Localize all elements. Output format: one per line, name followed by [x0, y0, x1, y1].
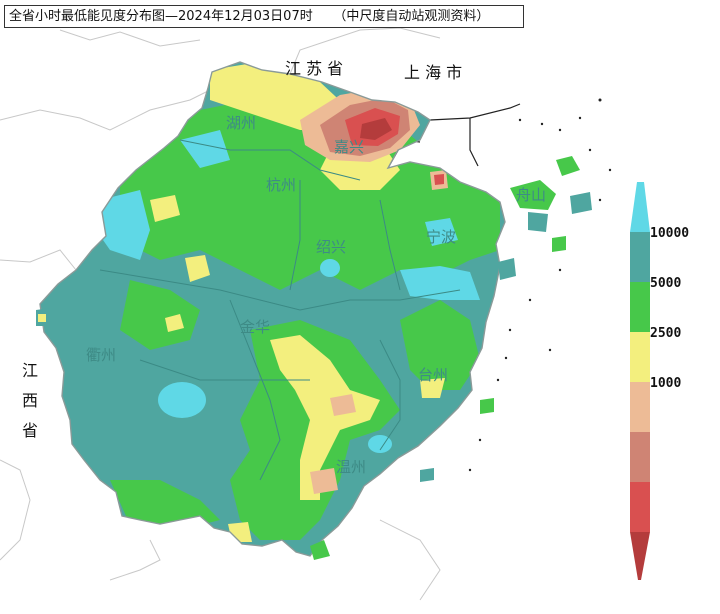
fill-yellow-spot1 [150, 195, 180, 222]
legend-swatch-50-200 [630, 482, 650, 532]
fill-cyan-ningbo [425, 218, 458, 246]
fill-cyan-small [320, 259, 340, 277]
city-labels: 湖州 嘉兴 杭州 绍兴 宁波 舟山 衢州 金华 台州 温州 [86, 114, 546, 476]
legend-label-10000: 10000 [650, 226, 689, 241]
fill-green-west [120, 280, 200, 350]
legend-label-5000: 5000 [650, 276, 681, 291]
city-label-zhoushan: 舟山 [516, 186, 546, 204]
legend-swatch-2500-5000 [630, 282, 650, 332]
islands [36, 156, 592, 560]
legend-swatch-1000-2500 [630, 332, 650, 382]
legend-swatch-5000-10000 [630, 232, 650, 282]
fill-yellow-spot2 [185, 255, 210, 282]
city-label-jiaxing: 嘉兴 [334, 138, 364, 156]
city-label-ningbo: 宁波 [426, 228, 456, 246]
legend-swatch-500-1000 [630, 382, 650, 432]
legend-label-2500: 2500 [650, 326, 681, 341]
fill-red-coast [434, 174, 444, 185]
map-title-text: 全省小时最低能见度分布图—2024年12月03日07时 [9, 9, 313, 24]
city-label-wenzhou: 温州 [336, 458, 366, 476]
city-label-jinhua: 金华 [240, 318, 270, 336]
fill-cyan-west [96, 190, 150, 260]
neighbor-boundaries [0, 27, 441, 601]
city-label-huzhou: 湖州 [226, 114, 256, 132]
fill-cyan-north [180, 130, 230, 168]
jiangxi-label-2: 西 [22, 391, 38, 410]
fill-cyan-south [368, 435, 392, 453]
fill-yellow-spot5 [228, 522, 252, 542]
map-title: 全省小时最低能见度分布图—2024年12月03日07时 （中尺度自动站观测资料） [4, 5, 524, 28]
city-boundaries [99, 139, 461, 481]
fill-cyan-center [158, 382, 206, 418]
jiangxi-label-3: 省 [22, 421, 38, 440]
city-label-hangzhou: 杭州 [266, 176, 296, 194]
city-label-shaoxing: 绍兴 [316, 238, 346, 256]
legend-colorbar [630, 182, 650, 580]
map-source-text: （中尺度自动站观测资料） [333, 9, 490, 24]
fill-salmon-south [310, 468, 338, 494]
legend-swatch-gt10000 [630, 182, 650, 232]
small-islets [468, 98, 612, 472]
jiangxi-label-1: 江 [22, 361, 38, 380]
fill-yellow-spot4 [420, 378, 445, 398]
city-label-taizhou: 台州 [418, 366, 448, 384]
shanghai-label: 上 海 市 [404, 63, 462, 82]
fill-green-east [400, 300, 480, 390]
fill-yellow-center [270, 335, 380, 500]
legend-label-1000: 1000 [650, 376, 681, 391]
city-label-quzhou: 衢州 [86, 346, 116, 364]
fill-yellow-spot3 [165, 314, 184, 332]
jiangsu-label: 江 苏 省 [285, 59, 343, 78]
legend-swatch-lt50 [630, 532, 650, 580]
fill-salmon-center [330, 394, 356, 416]
fill-darkred-jiaxing [360, 118, 392, 140]
legend-labels: 10000 5000 2500 1000 [650, 226, 689, 391]
fill-cyan-east [400, 266, 480, 300]
legend-swatch-200-500 [630, 432, 650, 482]
